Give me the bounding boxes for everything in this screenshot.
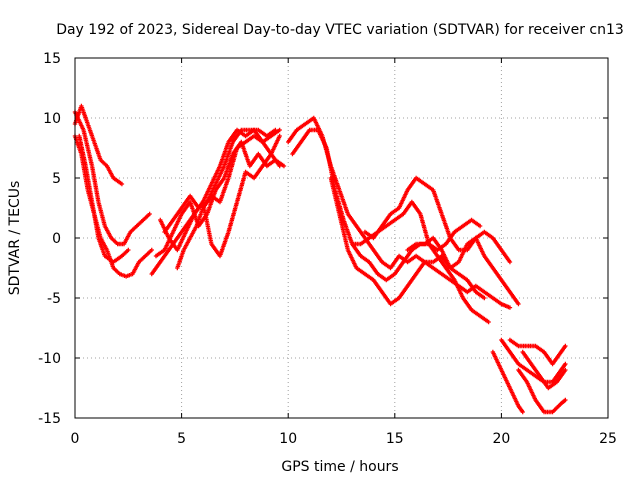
x-axis-label: GPS time / hours — [281, 459, 398, 475]
data-point — [520, 409, 525, 415]
data-point — [281, 163, 287, 169]
data-point — [119, 181, 125, 187]
plot-frame — [74, 57, 609, 419]
data-series-1 — [72, 103, 125, 187]
x-tick-label: 20 — [492, 431, 510, 447]
data-point — [507, 305, 513, 310]
data-series-19 — [516, 367, 568, 415]
data-series-17 — [499, 337, 568, 385]
data-point — [486, 319, 491, 325]
y-tick-label: 15 — [43, 51, 61, 67]
data-point — [516, 301, 521, 307]
y-tick-label: 10 — [43, 111, 61, 127]
y-tick-label: -15 — [38, 411, 61, 427]
data-series-14 — [349, 199, 483, 253]
data-point — [563, 367, 568, 373]
y-axis-label: SDTVAR / TECUs — [7, 181, 23, 296]
x-tick-label: 10 — [279, 431, 297, 447]
data-series-4 — [77, 133, 131, 265]
data-point — [563, 397, 568, 403]
y-tick-label: -5 — [47, 291, 61, 307]
x-tick-label: 25 — [599, 431, 617, 447]
data-point — [273, 127, 278, 133]
x-tick-label: 15 — [386, 431, 404, 447]
data-series-8 — [162, 127, 278, 235]
data-point — [563, 361, 568, 367]
data-point — [147, 211, 152, 217]
y-tick-label: 5 — [52, 171, 61, 187]
data-point — [563, 343, 568, 349]
data-point — [482, 295, 487, 301]
tick-labels: 0 5 10 15 20 25 -15 -10 -5 0 5 10 15 — [38, 51, 617, 447]
data-point — [126, 247, 131, 253]
data-point — [507, 259, 513, 265]
y-tick-label: -10 — [38, 351, 61, 367]
data-series-5 — [149, 127, 282, 277]
y-tick-label: 0 — [52, 231, 61, 247]
chart-title: Day 192 of 2023, Sidereal Day-to-day VTE… — [56, 22, 624, 38]
data-series-9 — [158, 151, 282, 259]
x-tick-label: 0 — [71, 431, 80, 447]
data-point — [277, 163, 282, 169]
data-point — [277, 127, 282, 133]
grid — [75, 58, 608, 418]
data-series-3 — [72, 109, 152, 247]
data-series — [72, 103, 568, 415]
data-series-20 — [520, 349, 568, 391]
x-tick-label: 5 — [177, 431, 186, 447]
data-series-15 — [405, 235, 521, 307]
data-series-16 — [490, 349, 525, 415]
data-point — [477, 223, 483, 229]
data-series-7 — [175, 133, 282, 271]
data-point — [277, 133, 282, 139]
data-point — [149, 247, 154, 253]
data-series-18 — [507, 337, 568, 367]
